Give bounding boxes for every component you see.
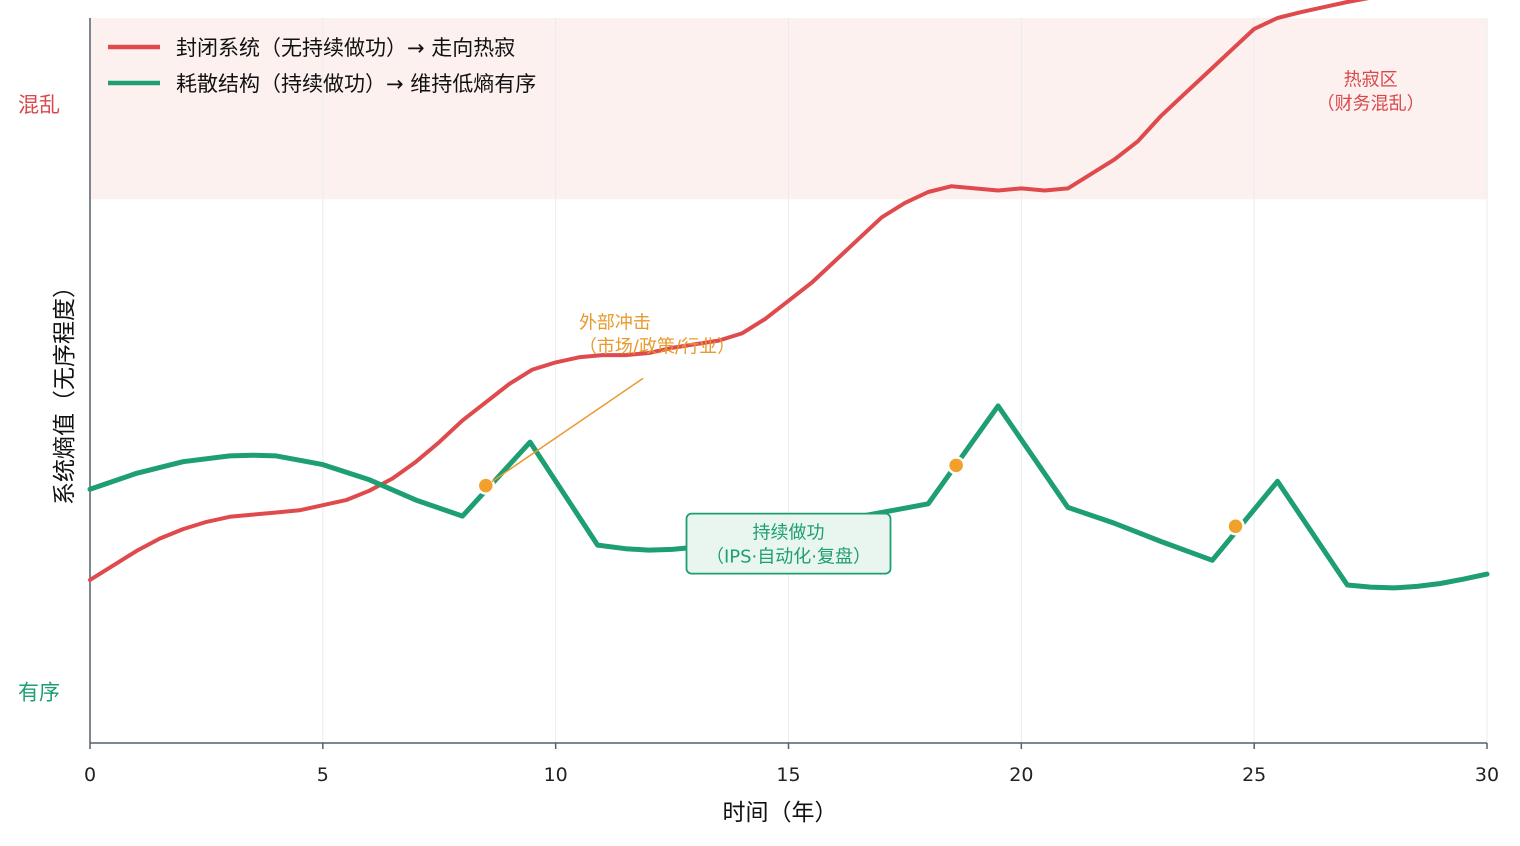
shock-point: [946, 456, 966, 475]
annotation-sustained-work: 持续做功 （IPS·自动化·复盘）: [685, 512, 892, 575]
y-level-label: 混乱: [18, 93, 60, 117]
annotation-text: （财务混乱）: [1317, 94, 1425, 115]
shock-point: [476, 476, 496, 495]
y-level-label: 有序: [18, 680, 60, 704]
annotation-box: [685, 512, 892, 575]
x-tick-label: 20: [1009, 764, 1033, 786]
legend: 封闭系统（无持续做功）→ 走向热寂 耗散结构（持续做功）→ 维持低熵有序: [108, 36, 536, 96]
x-tick-label: 0: [84, 764, 96, 786]
x-tick-label: 15: [776, 764, 800, 786]
x-tick-label: 10: [544, 764, 568, 786]
annotation-text: 持续做功: [753, 523, 825, 544]
annotation-arrow: [491, 377, 644, 483]
x-tick-label: 5: [317, 764, 329, 786]
closed-system-line: [88, 0, 1370, 582]
annotation-text: （市场/政策/行业）: [579, 336, 735, 357]
grid-layer: [322, 18, 1488, 743]
x-axis-title: 时间（年）: [723, 800, 838, 826]
y-axis-title: 系统熵值（无序程度）: [52, 275, 78, 505]
x-tick-label: 30: [1475, 764, 1499, 786]
x-tick-layer: 0 5 10 15 20 25 30: [84, 743, 1499, 786]
legend-label-dissipative-structure: 耗散结构（持续做功）→ 维持低熵有序: [176, 72, 536, 96]
annotation-text: 外部冲击: [579, 312, 651, 333]
annotation-layer: 热寂区 （财务混乱） 外部冲击 （市场/政策/行业） 持续做功 （IPS·自动化·复盘）: [491, 70, 1425, 575]
shock-point: [1226, 516, 1245, 536]
annotation-text: 热寂区: [1344, 70, 1398, 91]
annotation-text: （IPS·自动化·复盘）: [706, 547, 871, 568]
annotation-hot-death-zone: 热寂区 （财务混乱）: [1317, 70, 1425, 115]
annotation-external-shock: 外部冲击 （市场/政策/行业）: [491, 312, 735, 483]
legend-label-closed-system: 封闭系统（无持续做功）→ 走向热寂: [176, 36, 515, 60]
x-tick-label: 25: [1242, 764, 1266, 786]
